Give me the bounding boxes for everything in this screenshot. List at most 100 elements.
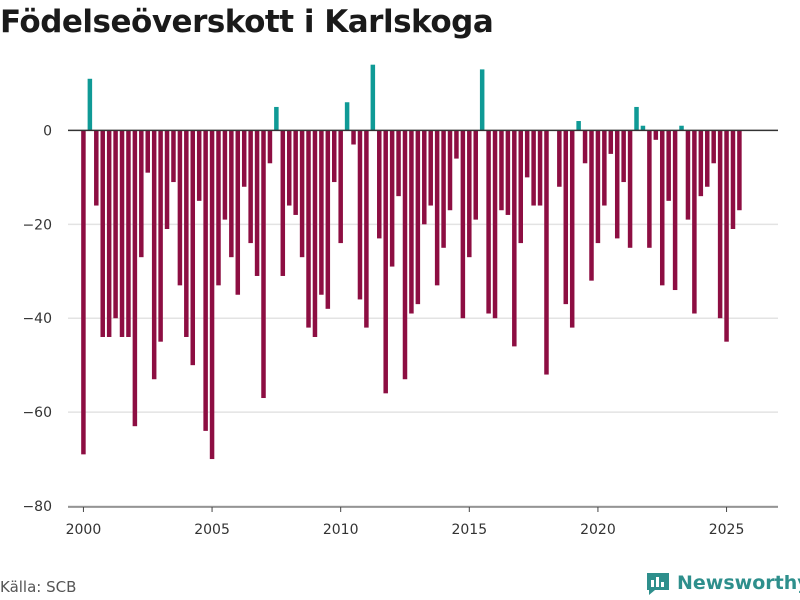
bar (672, 130, 678, 291)
x-tick-label: 2000 (66, 522, 102, 538)
bar (158, 130, 163, 342)
bar (563, 130, 569, 305)
bar (274, 106, 279, 131)
bar (705, 130, 710, 187)
bar (531, 130, 536, 206)
bar (737, 130, 742, 211)
bar (184, 130, 189, 337)
bar (389, 130, 395, 267)
bar (364, 130, 369, 328)
bar (319, 130, 324, 295)
bar (415, 130, 421, 305)
bar (505, 130, 511, 215)
bar (492, 130, 498, 319)
bar (235, 130, 241, 295)
bar (190, 130, 196, 366)
bar (582, 130, 588, 164)
bar (94, 130, 99, 206)
bar (306, 130, 311, 328)
bar (724, 130, 729, 342)
bar (113, 130, 118, 319)
bar (467, 130, 472, 258)
bar (479, 69, 485, 131)
bar (486, 130, 491, 314)
bar-chart-logo-icon (647, 573, 669, 595)
bar (692, 130, 697, 314)
tick-labels: 0 −20 −40 −60 −80 2000 2005 2010 2015 2020 2025 (22, 123, 744, 538)
bar (171, 130, 176, 183)
bar (595, 130, 601, 244)
axes (68, 129, 778, 512)
bar (383, 130, 388, 394)
bar (454, 130, 459, 159)
bar (100, 130, 105, 337)
bar (87, 78, 93, 131)
bar (286, 130, 292, 206)
bar (248, 130, 253, 244)
bar (370, 64, 376, 131)
bar (659, 130, 665, 286)
bar (653, 130, 659, 140)
bar (216, 130, 221, 286)
bar (267, 130, 273, 164)
bar (634, 106, 639, 131)
bar (717, 130, 723, 319)
bar (126, 130, 131, 337)
bar (119, 130, 125, 337)
bar (524, 130, 530, 178)
x-tick-label: 2015 (451, 522, 487, 538)
y-tick-label: −20 (22, 217, 52, 233)
bar (254, 130, 260, 276)
bar (557, 130, 562, 187)
bar (730, 130, 736, 230)
bar (428, 130, 433, 206)
bar (106, 130, 112, 337)
bar (679, 125, 684, 131)
bar (145, 130, 150, 173)
bar (139, 130, 144, 258)
bar (447, 130, 453, 211)
y-tick-label: −40 (22, 311, 52, 327)
chart-title: Födelseöverskott i Karlskoga (0, 4, 494, 40)
bar (177, 130, 183, 286)
x-tick-label: 2005 (194, 522, 230, 538)
bar (338, 130, 343, 244)
x-tick-label: 2025 (709, 522, 745, 538)
bar (640, 125, 646, 131)
bar (409, 130, 414, 314)
brand-name: Newsworthy (677, 572, 800, 594)
bar (325, 130, 331, 309)
bar (499, 130, 504, 211)
bar (422, 130, 427, 225)
bar (261, 130, 266, 399)
bar (512, 130, 517, 347)
y-tick-label: −80 (22, 499, 52, 515)
bar (151, 130, 157, 380)
bar (81, 130, 86, 455)
bar (241, 130, 247, 187)
x-tick-label: 2020 (580, 522, 616, 538)
bar (357, 130, 363, 300)
bar (222, 130, 228, 220)
bar (614, 130, 620, 239)
bar (569, 130, 575, 328)
bar (229, 130, 234, 258)
bar (621, 130, 626, 183)
bar (589, 130, 594, 281)
bar (473, 130, 478, 220)
y-tick-label: 0 (43, 123, 52, 139)
brand-logo: Newsworthy (645, 570, 800, 596)
bar (647, 130, 652, 248)
bar (203, 130, 208, 431)
bar (280, 130, 286, 276)
bar (196, 130, 202, 201)
bar (576, 121, 581, 131)
bar (698, 130, 704, 197)
source-note: Källa: SCB (0, 578, 77, 596)
bar (132, 130, 138, 427)
bar (209, 130, 215, 460)
bar (608, 130, 614, 154)
bar (299, 130, 305, 258)
bar (164, 130, 170, 230)
